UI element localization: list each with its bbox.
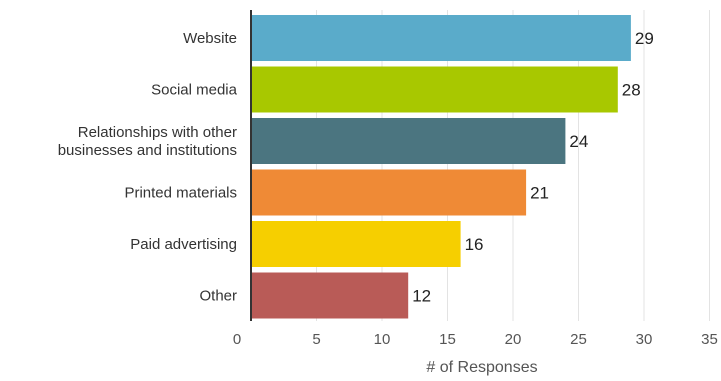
category-label: Website: [183, 30, 237, 47]
category-label: Paid advertising: [130, 236, 237, 253]
category-label: Printed materials: [124, 185, 237, 202]
gridlines: [316, 10, 710, 321]
value-labels: 29 28 24 21 16 12: [412, 29, 654, 306]
category-labels: Website Social media Relationships with ot…: [58, 30, 238, 305]
value-label: 21: [530, 184, 549, 203]
category-label: Relationships with other businesses and i…: [58, 124, 237, 159]
bar-5: [252, 221, 461, 267]
x-tick-label: 5: [312, 331, 320, 348]
bar-4: [252, 169, 527, 216]
value-label: 29: [635, 29, 654, 48]
bar-3: [252, 118, 566, 164]
bars: [252, 15, 631, 319]
x-axis-title: # of Responses: [426, 359, 537, 376]
bar-2: [252, 66, 618, 113]
value-label: 16: [465, 235, 484, 254]
x-tick-label: 35: [701, 331, 718, 348]
x-tick-label: 20: [505, 331, 522, 348]
value-label: 24: [569, 132, 588, 151]
value-label: 12: [412, 287, 431, 306]
value-label: 28: [622, 81, 641, 100]
x-tick-label: 15: [439, 331, 456, 348]
x-axis-ticks: 0 5 10 15 20 25 30 35: [233, 331, 718, 348]
bar-1: [252, 15, 631, 61]
bar-6: [252, 272, 409, 319]
category-label: Social media: [151, 82, 238, 99]
x-tick-label: 25: [570, 331, 587, 348]
category-label: Other: [199, 288, 237, 305]
x-tick-label: 0: [233, 331, 241, 348]
x-tick-label: 10: [374, 331, 391, 348]
x-tick-label: 30: [636, 331, 653, 348]
